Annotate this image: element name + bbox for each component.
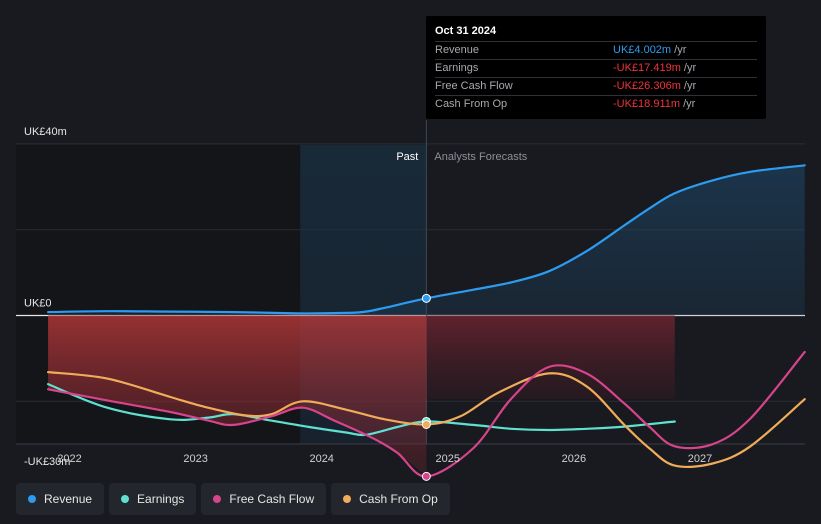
legend-label: Cash From Op xyxy=(359,492,438,506)
cash-from-op-selected-point xyxy=(421,419,431,429)
cash-from-op-line xyxy=(47,371,806,469)
legend-item-earnings[interactable]: Earnings xyxy=(109,483,197,515)
past-label: Past xyxy=(396,151,418,163)
x-tick-label: 2022 xyxy=(57,453,81,465)
tooltip: Oct 31 2024 Revenue UK£4.002m /yr Earnings… xyxy=(426,16,766,119)
legend-item-revenue[interactable]: Revenue xyxy=(16,483,105,515)
loss-area-past xyxy=(48,315,427,477)
y-axis-label: -UK£30m xyxy=(24,456,70,468)
legend-item-cash-from-op[interactable]: Cash From Op xyxy=(331,483,450,515)
x-tick-label: 2026 xyxy=(562,453,586,465)
y-axis-label: UK£40m xyxy=(24,126,67,138)
revenue-line xyxy=(47,164,806,315)
forecast-label: Analysts Forecasts xyxy=(434,151,527,163)
x-tick-label: 2025 xyxy=(436,453,460,465)
legend-label: Earnings xyxy=(137,492,185,506)
tooltip-value: -UK£17.419m /yr xyxy=(613,62,697,74)
legend-label: Free Cash Flow xyxy=(229,492,315,506)
tooltip-row-revenue: Revenue UK£4.002m /yr xyxy=(435,41,757,59)
tooltip-row-free-cash-flow: Free Cash Flow -UK£26.306m /yr xyxy=(435,77,757,95)
tooltip-value: -UK£26.306m /yr xyxy=(613,80,697,92)
x-tick-label: 2024 xyxy=(309,453,333,465)
free-cash-flow-selected-point xyxy=(421,471,431,481)
legend-label: Revenue xyxy=(44,492,93,506)
legend-dot-icon xyxy=(343,495,352,503)
tooltip-date: Oct 31 2024 xyxy=(435,25,497,37)
tooltip-label: Cash From Op xyxy=(435,98,508,110)
tooltip-row-cash-from-op: Cash From Op -UK£18.911m /yr xyxy=(435,95,757,113)
tooltip-label: Free Cash Flow xyxy=(435,80,513,92)
legend: Revenue Earnings Free Cash Flow Cash From O… xyxy=(16,483,450,515)
legend-item-free-cash-flow[interactable]: Free Cash Flow xyxy=(201,483,327,515)
x-tick-label: 2023 xyxy=(183,453,207,465)
tooltip-value: UK£4.002m /yr xyxy=(613,44,687,56)
loss-area-forecast xyxy=(426,315,675,399)
tooltip-value: -UK£18.911m /yr xyxy=(613,98,696,110)
tooltip-label: Earnings xyxy=(435,62,479,74)
legend-dot-icon xyxy=(28,495,36,503)
revenue-selected-point xyxy=(421,293,431,303)
x-tick-label: 2027 xyxy=(688,453,712,465)
tooltip-label: Revenue xyxy=(435,44,480,56)
y-axis-label: UK£0 xyxy=(24,298,52,310)
revenue-area xyxy=(48,165,805,316)
legend-dot-icon xyxy=(213,495,222,503)
tooltip-row-earnings: Earnings -UK£17.419m /yr xyxy=(435,59,757,77)
legend-dot-icon xyxy=(121,495,130,503)
